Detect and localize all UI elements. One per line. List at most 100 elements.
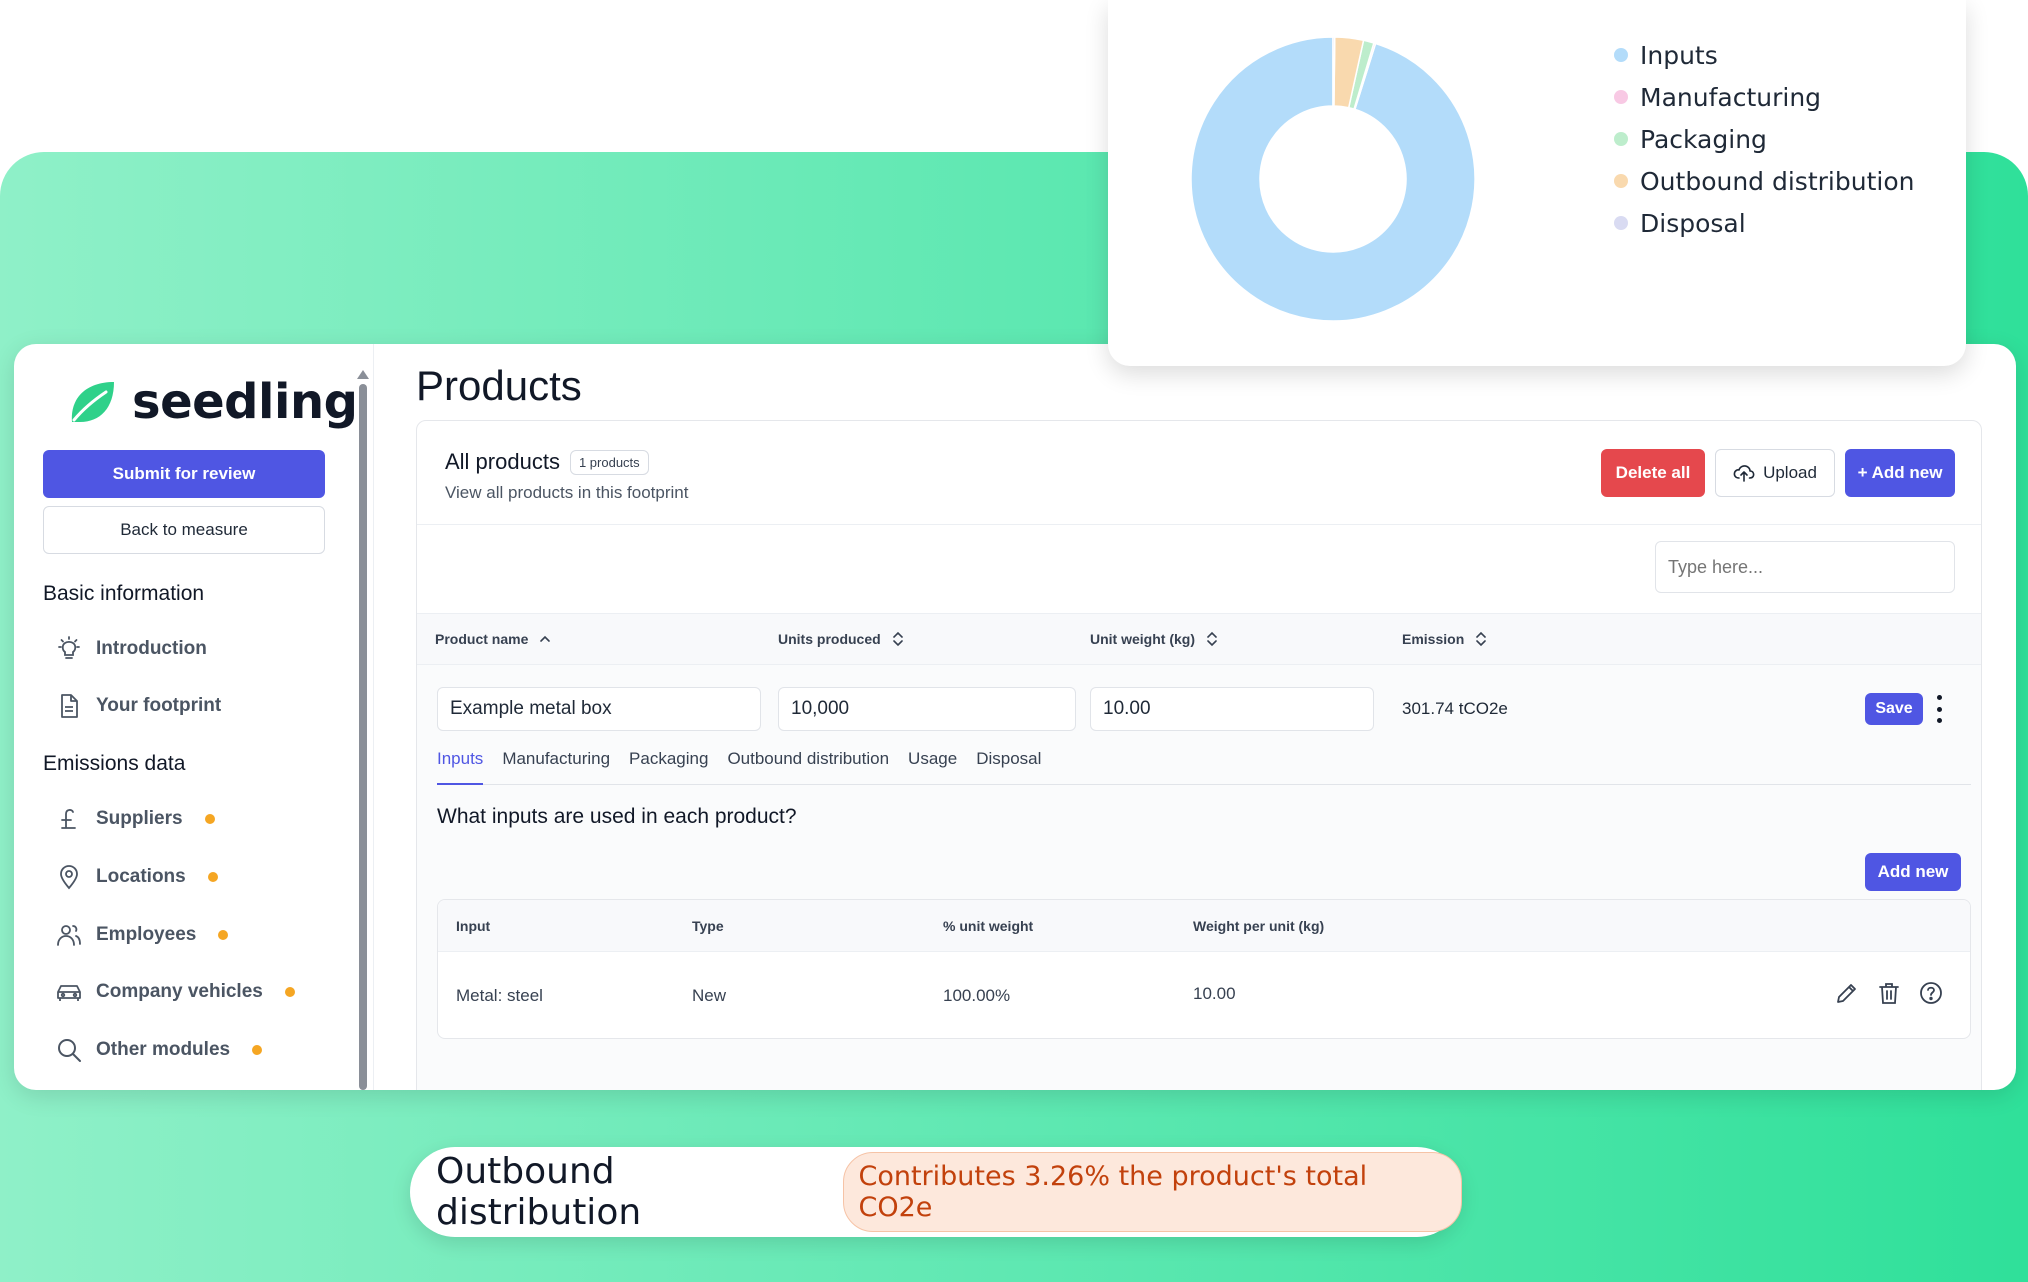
tab-inputs[interactable]: Inputs xyxy=(437,747,484,785)
units-produced-input[interactable] xyxy=(778,687,1076,731)
inputs-table: Input Type % unit weight Weight per unit… xyxy=(437,899,1971,1039)
search-icon xyxy=(58,1039,81,1062)
add-new-input-button[interactable]: Add new xyxy=(1865,853,1961,891)
tab-disposal[interactable]: Disposal xyxy=(976,749,1042,768)
help-circle-icon[interactable] xyxy=(1918,980,1944,1006)
legend-label: Inputs xyxy=(1640,40,1718,70)
row-actions xyxy=(1834,980,1944,1006)
sidebar-item-label: Your footprint xyxy=(96,695,222,716)
location-pin-icon xyxy=(60,865,78,890)
cloud-upload-icon xyxy=(1733,465,1755,482)
inputs-question: What inputs are used in each product? xyxy=(437,805,797,828)
column-header-emission[interactable]: Emission xyxy=(1402,631,1488,647)
product-name-input[interactable] xyxy=(437,687,761,731)
pound-icon xyxy=(61,809,76,829)
sidebar-item-your-footprint[interactable]: Your footprint xyxy=(56,693,221,719)
add-new-product-button[interactable]: + Add new xyxy=(1845,449,1955,497)
pct-cell: 100.00% xyxy=(943,986,1011,1005)
weight-cell: 10.00 xyxy=(1193,984,1236,1003)
legend-item-outbound-distribution[interactable]: Outbound distribution xyxy=(1614,160,1914,202)
chart-legend: Inputs Manufacturing Packaging Outbound dis… xyxy=(1614,34,1914,244)
section-title-basic-information: Basic information xyxy=(43,582,205,605)
tab-outbound-distribution[interactable]: Outbound distribution xyxy=(727,749,890,768)
sidebar-item-suppliers[interactable]: Suppliers xyxy=(56,806,215,832)
upload-button[interactable]: Upload xyxy=(1715,449,1835,497)
trash-icon[interactable] xyxy=(1876,980,1902,1006)
pencil-icon[interactable] xyxy=(1834,980,1860,1006)
tab-manufacturing[interactable]: Manufacturing xyxy=(502,749,611,768)
legend-item-packaging[interactable]: Packaging xyxy=(1614,118,1914,160)
back-to-measure-button[interactable]: Back to measure xyxy=(43,506,325,554)
type-cell: New xyxy=(692,986,727,1005)
sidebar-item-introduction[interactable]: Introduction xyxy=(56,636,207,662)
legend-item-manufacturing[interactable]: Manufacturing xyxy=(1614,76,1914,118)
submit-for-review-button[interactable]: Submit for review xyxy=(43,450,325,498)
pending-indicator xyxy=(284,987,295,997)
logo[interactable]: seedling xyxy=(66,374,358,430)
legend-label: Manufacturing xyxy=(1640,82,1822,112)
count-badge: 1 products xyxy=(569,449,649,475)
donut-slice-disposal[interactable] xyxy=(1332,36,1336,107)
column-header-units-produced[interactable]: Units produced xyxy=(778,631,905,647)
legend-label: Packaging xyxy=(1640,124,1767,154)
sidebar-item-label: Other modules xyxy=(96,1039,231,1060)
inputs-table-header: Input Type % unit weight Weight per unit… xyxy=(438,900,1970,952)
sidebar-item-employees[interactable]: Employees xyxy=(56,922,229,948)
more-options-icon[interactable] xyxy=(1937,695,1943,723)
legend-item-disposal[interactable]: Disposal xyxy=(1614,202,1914,244)
products-panel: All products 1 products View all product… xyxy=(416,420,1982,1090)
contribution-badge: Contributes 3.26% the product's total CO… xyxy=(843,1152,1462,1232)
donut-chart xyxy=(1190,36,1476,322)
car-icon xyxy=(57,985,81,1001)
column-header-unit-weight[interactable]: Unit weight (kg) xyxy=(1090,631,1219,647)
column-header-pct-unit-weight: % unit weight xyxy=(943,918,1034,934)
search-input[interactable] xyxy=(1655,541,1955,593)
pending-indicator xyxy=(207,872,218,882)
emission-value: 301.74 tCO2e xyxy=(1402,699,1508,718)
save-button[interactable]: Save xyxy=(1865,693,1923,725)
sidebar-item-label: Company vehicles xyxy=(96,981,263,1002)
input-cell: Metal: steel xyxy=(456,986,543,1005)
sidebar-item-other-modules[interactable]: Other modules xyxy=(56,1037,263,1063)
legend-swatch xyxy=(1614,90,1628,104)
legend-item-inputs[interactable]: Inputs xyxy=(1614,34,1914,76)
lightbulb-icon xyxy=(58,636,80,659)
panel-subtitle: View all products in this footprint xyxy=(445,483,689,502)
panel-header: All products 1 products View all product… xyxy=(417,421,1981,525)
sidebar-item-company-vehicles[interactable]: Company vehicles xyxy=(56,979,295,1005)
leaf-icon xyxy=(71,382,114,422)
app-window: seedling Submit for review Back to measu… xyxy=(14,344,2016,1090)
tab-usage[interactable]: Usage xyxy=(908,749,958,768)
sidebar-item-locations[interactable]: Locations xyxy=(56,864,218,890)
products-table-header: Product name Units produced Unit weight … xyxy=(417,613,1981,665)
contribution-callout: Outbound distribution Contributes 3.26% … xyxy=(410,1147,1462,1237)
scroll-up-arrow-icon[interactable] xyxy=(357,370,369,379)
column-header-input: Input xyxy=(456,918,491,934)
legend-swatch xyxy=(1614,132,1628,146)
callout-title: Outbound distribution xyxy=(436,1151,642,1233)
sidebar-item-label: Introduction xyxy=(96,638,207,659)
users-icon xyxy=(57,925,81,946)
panel-title: All products 1 products xyxy=(445,449,649,475)
document-icon xyxy=(61,694,78,718)
unit-weight-input[interactable] xyxy=(1090,687,1374,731)
sidebar-item-label: Employees xyxy=(96,924,197,945)
upload-label: Upload xyxy=(1763,463,1817,482)
sidebar-item-label: Locations xyxy=(96,866,186,887)
legend-swatch xyxy=(1614,174,1628,188)
donut-slice-inputs[interactable] xyxy=(1190,36,1476,322)
sidebar-scrollbar[interactable] xyxy=(359,384,367,1090)
panel-title-text: All products xyxy=(445,449,560,474)
delete-all-button[interactable]: Delete all xyxy=(1601,449,1705,497)
legend-label: Outbound distribution xyxy=(1640,166,1915,196)
sort-asc-icon xyxy=(540,635,551,642)
column-header-product-name[interactable]: Product name xyxy=(435,631,552,647)
sort-icon xyxy=(1476,631,1487,647)
pending-indicator xyxy=(252,1045,263,1055)
sort-icon xyxy=(1207,631,1217,647)
page-title: Products xyxy=(416,362,582,409)
tab-packaging[interactable]: Packaging xyxy=(629,749,709,768)
legend-swatch xyxy=(1614,48,1628,62)
main-content: Products All products 1 products View al… xyxy=(388,344,2016,1090)
emissions-breakdown-card: Inputs Manufacturing Packaging Outbound dis… xyxy=(1108,0,1966,366)
